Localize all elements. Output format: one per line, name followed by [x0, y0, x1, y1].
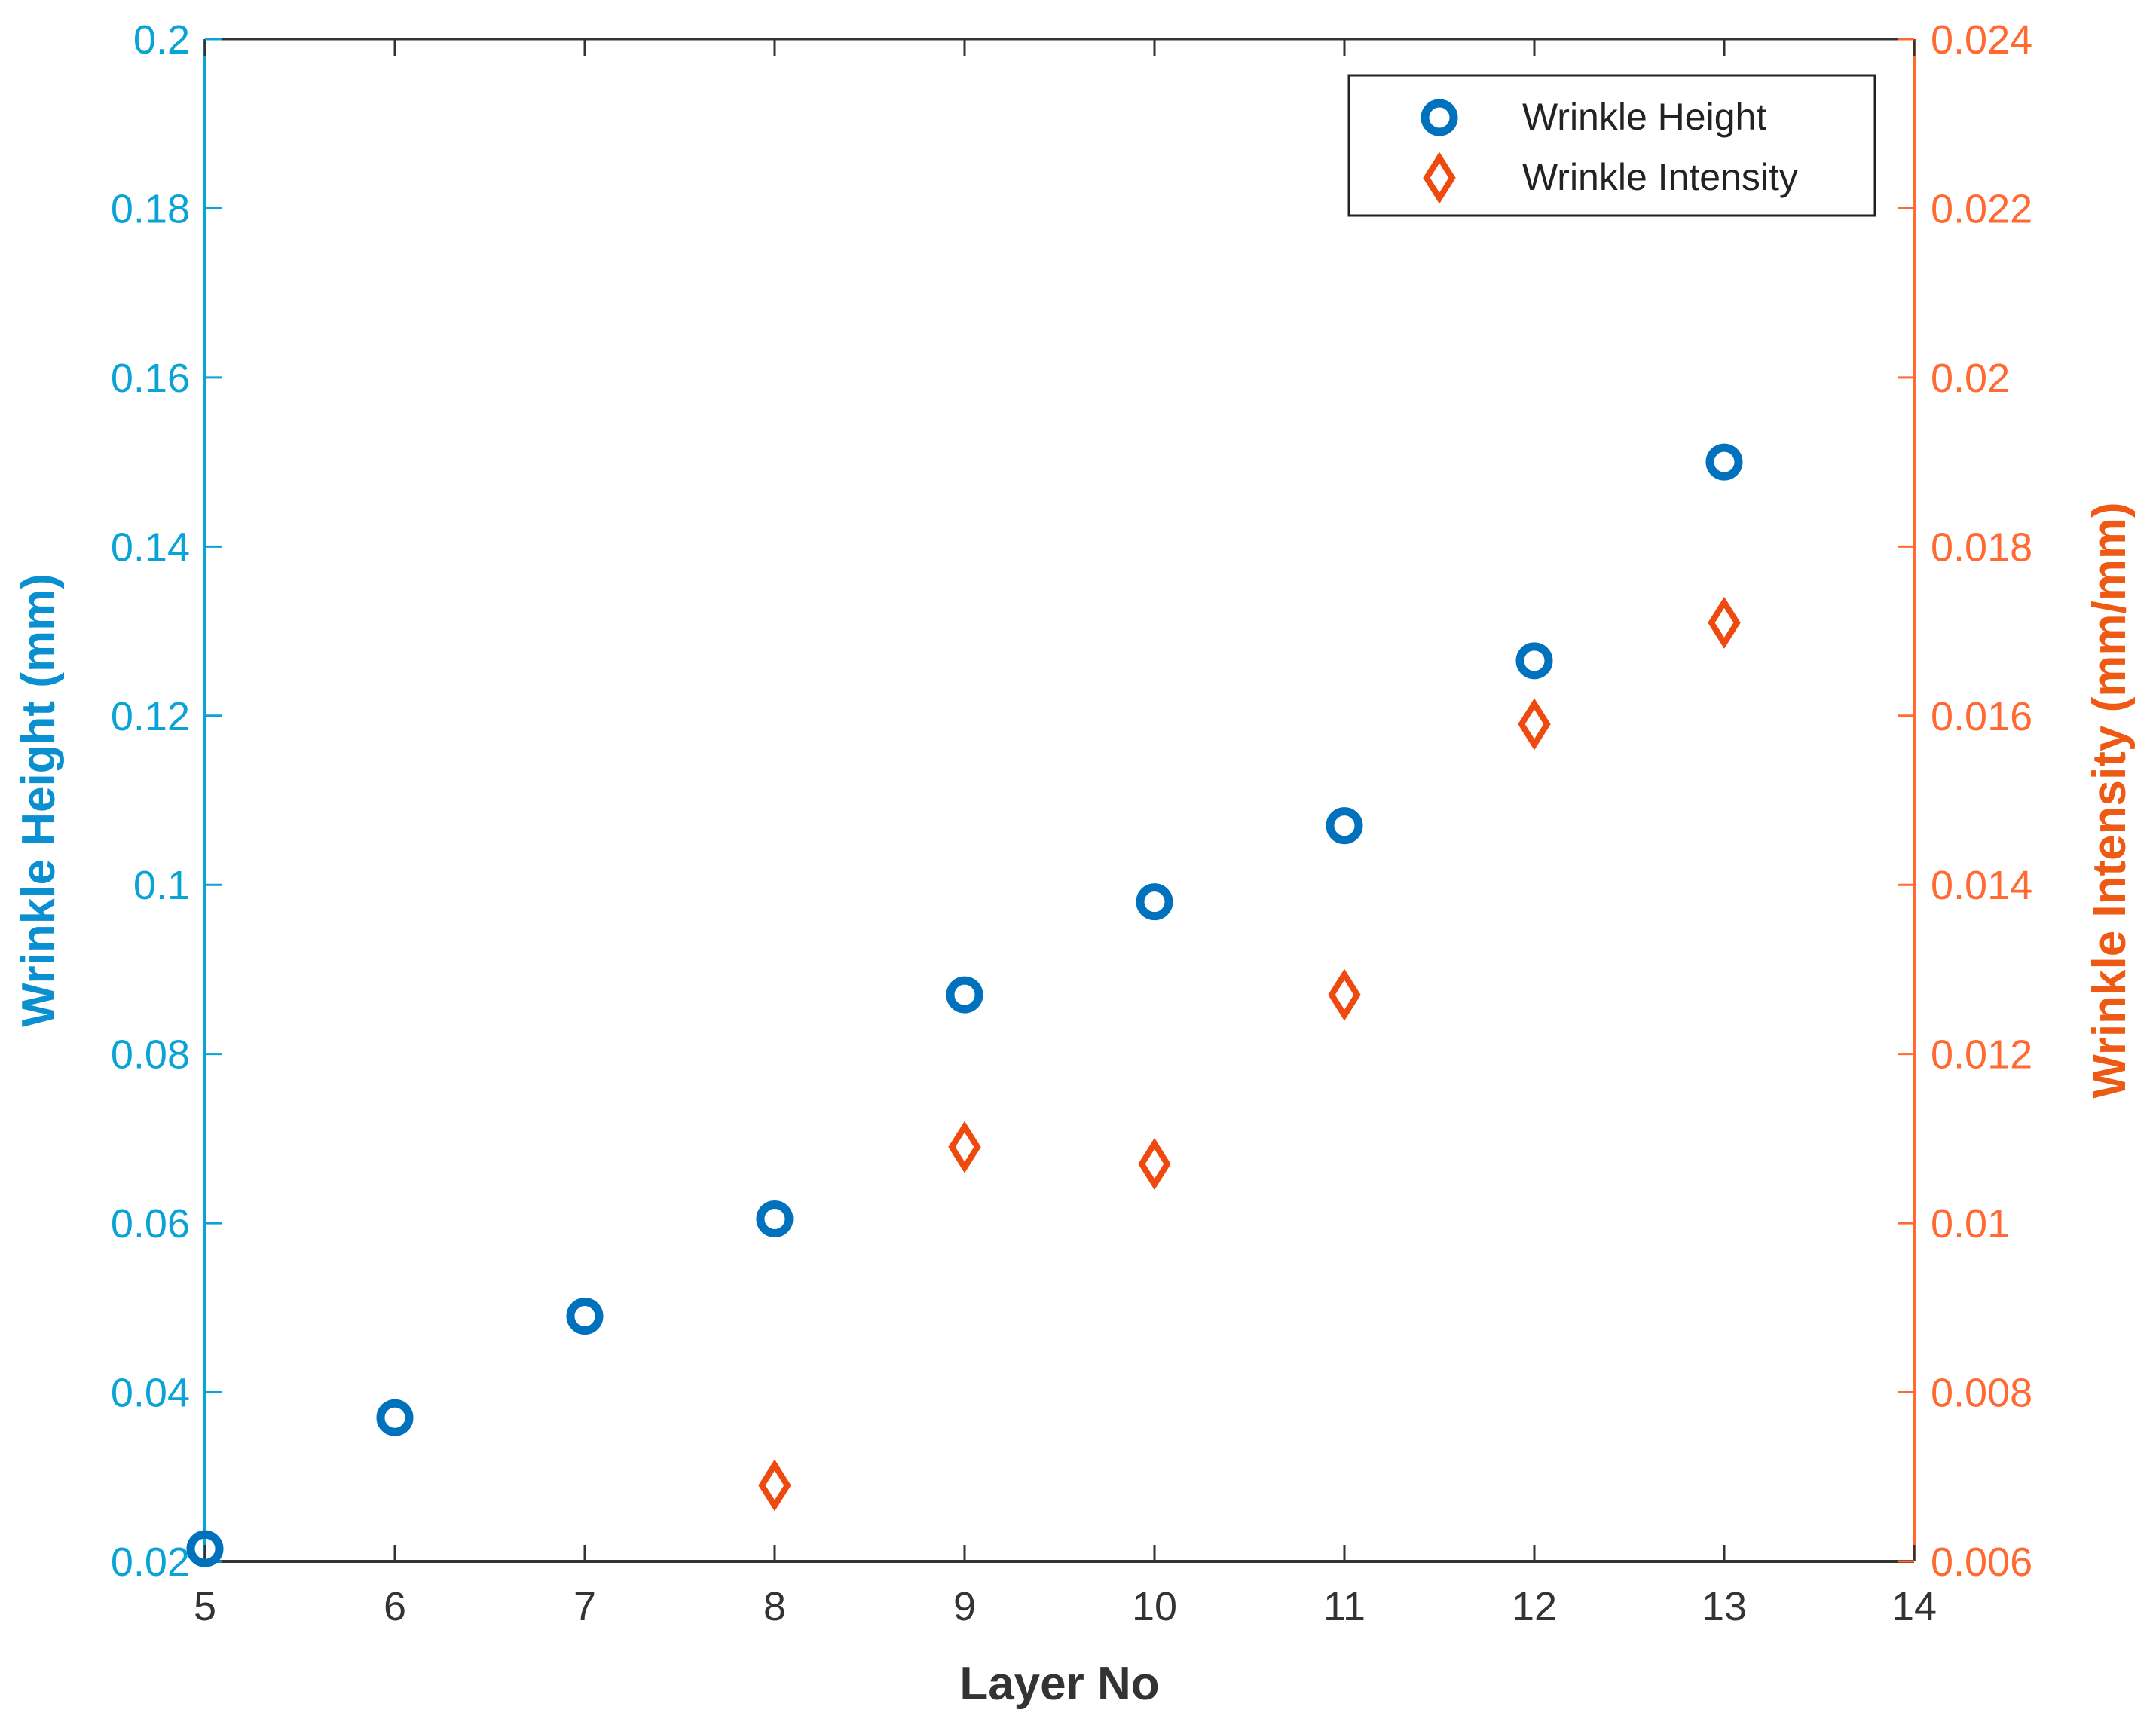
axes-group — [203, 38, 1916, 1563]
left-y-tick-label: 0.1 — [133, 863, 190, 908]
left-y-tick-label: 0.12 — [111, 694, 190, 739]
right-y-tick-label: 0.024 — [1931, 17, 2032, 63]
wrinkle-intensity-point — [1138, 1138, 1171, 1191]
wrinkle-height-point — [186, 1530, 224, 1567]
legend-label-wrinkle-height: Wrinkle Height — [1522, 96, 1766, 138]
legend-marker-wrinkle-height — [1421, 99, 1458, 136]
legend: Wrinkle Height Wrinkle Intensity — [1347, 74, 1876, 217]
x-tick-label: 8 — [763, 1584, 786, 1629]
x-tick-label: 13 — [1702, 1584, 1747, 1629]
x-tick-label: 11 — [1323, 1584, 1365, 1629]
x-tick-label: 14 — [1891, 1584, 1937, 1629]
left-y-tick-label: 0.2 — [133, 17, 190, 63]
left-y-tick-label: 0.04 — [111, 1371, 190, 1416]
wrinkle-height-point — [1326, 807, 1363, 845]
x-tick-label: 9 — [953, 1584, 976, 1629]
ticks-group: 5 6 7 8 9 10 11 12 13 14 0.02 0.04 0.06 0.08 0.1 0.12 0.… — [111, 17, 2032, 1629]
right-y-tick-label: 0.012 — [1931, 1032, 2032, 1078]
left-y-tick-label: 0.02 — [111, 1540, 190, 1585]
right-y-tick-label: 0.02 — [1931, 356, 2010, 401]
wrinkle-height-point — [376, 1399, 414, 1436]
x-tick-label: 12 — [1512, 1584, 1557, 1629]
left-y-axis-title: Wrinkle Height (mm) — [13, 573, 65, 1027]
wrinkle-intensity-point — [948, 1121, 981, 1173]
right-y-tick-label: 0.014 — [1931, 863, 2032, 908]
right-y-tick-label: 0.01 — [1931, 1201, 2010, 1246]
wrinkle-height-point — [566, 1298, 604, 1335]
left-y-tick-label: 0.18 — [111, 186, 190, 231]
wrinkle-intensity-point — [758, 1459, 791, 1512]
wrinkle-height-point — [1136, 883, 1173, 921]
wrinkle-height-point — [756, 1200, 794, 1237]
marks-group — [186, 443, 1743, 1567]
x-tick-label: 7 — [573, 1584, 596, 1629]
wrinkle-height-point — [1705, 443, 1743, 481]
left-y-tick-label: 0.14 — [111, 524, 190, 570]
legend-circle-marker — [1421, 99, 1458, 136]
wrinkle-intensity-point — [1708, 596, 1741, 649]
x-axis-title: Layer No — [959, 1658, 1159, 1710]
right-y-tick-label: 0.022 — [1931, 186, 2032, 231]
wrinkle-height-point — [1515, 642, 1553, 680]
left-y-tick-label: 0.06 — [111, 1201, 190, 1246]
right-y-tick-label: 0.008 — [1931, 1371, 2032, 1416]
right-y-tick-label: 0.016 — [1931, 694, 2032, 739]
x-tick-label: 10 — [1132, 1584, 1177, 1629]
wrinkle-height-point — [946, 976, 983, 1014]
x-tick-label: 5 — [194, 1584, 216, 1629]
legend-marker-wrinkle-intensity — [1423, 151, 1456, 204]
right-y-axis-title: Wrinkle Intensity (mm/mm) — [2084, 502, 2136, 1098]
legend-label-wrinkle-intensity: Wrinkle Intensity — [1522, 156, 1798, 198]
wrinkle-intensity-point — [1328, 968, 1361, 1021]
right-y-tick-label: 0.018 — [1931, 524, 2032, 570]
right-y-tick-label: 0.006 — [1931, 1540, 2032, 1585]
legend-diamond-marker — [1423, 151, 1456, 204]
x-tick-label: 6 — [384, 1584, 406, 1629]
left-y-tick-label: 0.08 — [111, 1032, 190, 1078]
wrinkle-intensity-point — [1518, 698, 1551, 751]
left-y-tick-label: 0.16 — [111, 356, 190, 401]
